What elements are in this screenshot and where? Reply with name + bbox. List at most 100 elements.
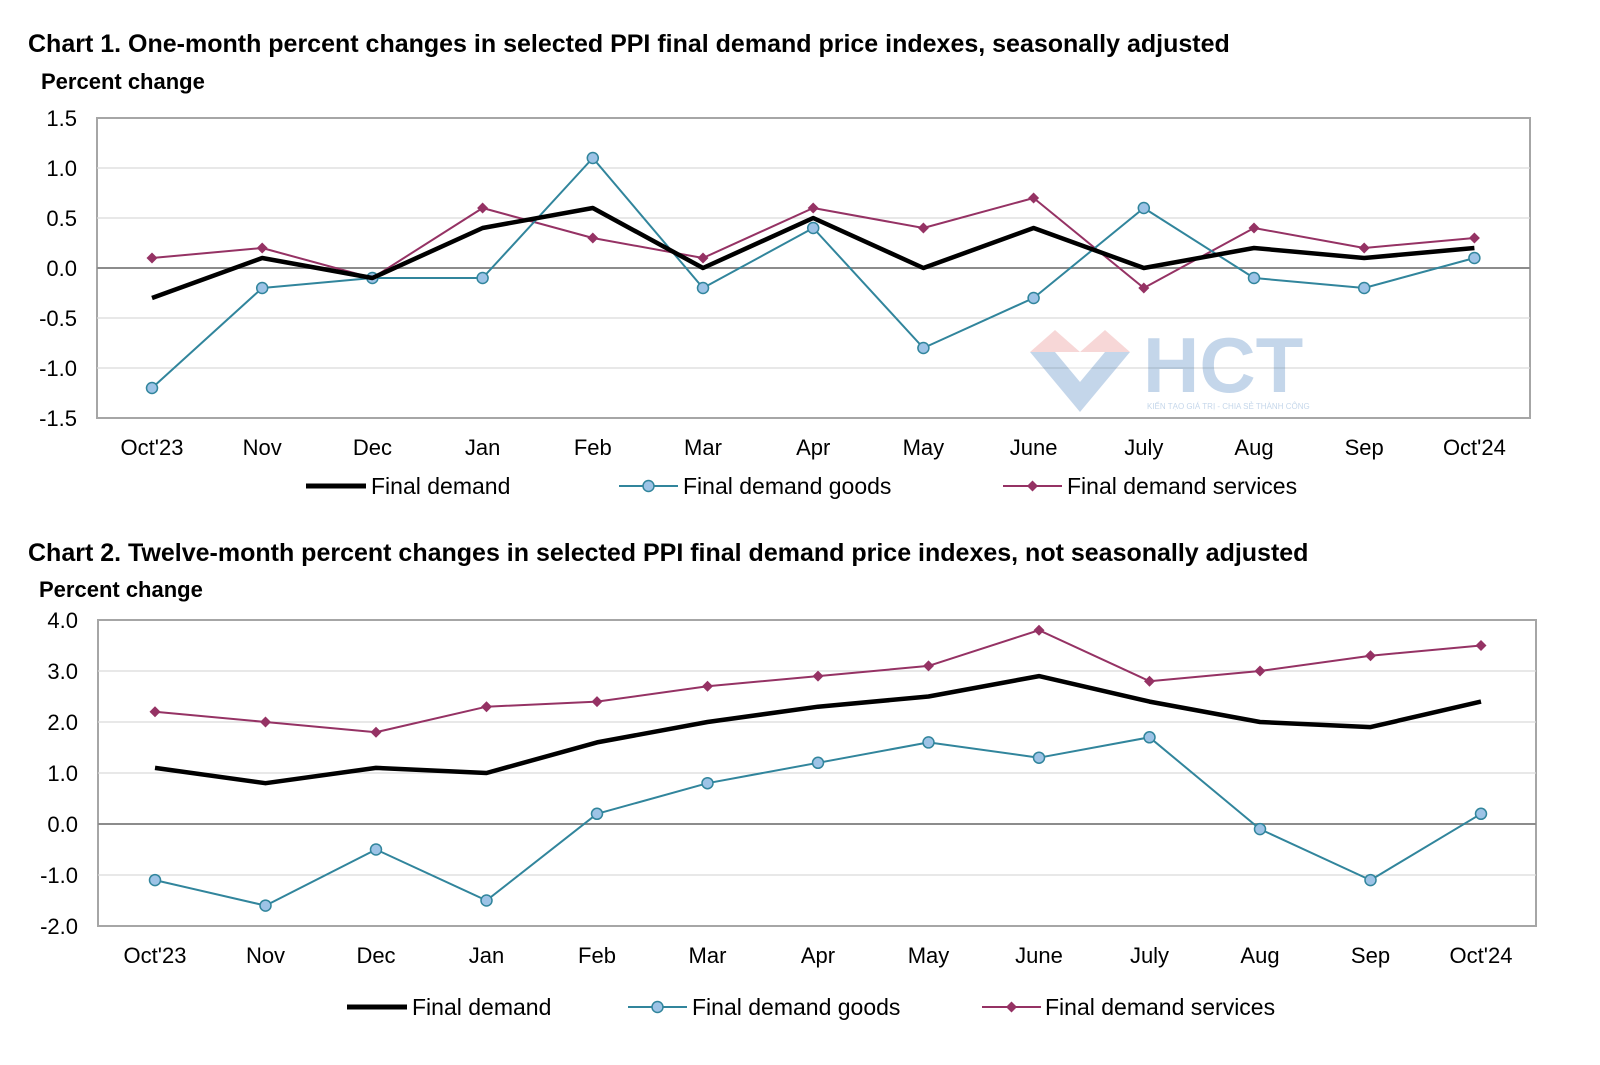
legend-label: Final demand: [371, 473, 510, 499]
data-point: [1357, 281, 1371, 295]
x-tick-label: June: [1015, 943, 1063, 968]
data-point: [1253, 822, 1267, 836]
legend-label: Final demand services: [1045, 994, 1275, 1020]
x-tick-label: Oct'24: [1443, 435, 1506, 460]
x-tick-label: May: [903, 435, 945, 460]
data-point: [1248, 222, 1260, 234]
data-point: [807, 202, 819, 214]
data-point: [369, 843, 383, 856]
legend-label: Final demand: [412, 994, 551, 1020]
chart2-title: Chart 2. Twelve-month percent changes in…: [28, 539, 1309, 567]
data-point: [1247, 271, 1261, 285]
watermark-tagline: KIẾN TẠO GIÁ TRỊ - CHIA SẺ THÀNH CÔNG: [1147, 401, 1310, 411]
data-point: [1138, 282, 1150, 294]
x-tick-label: Feb: [578, 943, 616, 968]
x-tick-label: Aug: [1234, 435, 1273, 460]
x-tick-label: Feb: [574, 435, 612, 460]
legend-marker: [1027, 480, 1038, 492]
chart2-legend: Final demand Final demand goods Final dema…: [347, 994, 1275, 1020]
data-point: [922, 736, 935, 749]
data-point: [149, 706, 161, 718]
legend-marker: [642, 479, 655, 493]
x-tick-label: Sep: [1345, 435, 1384, 460]
x-tick-label: Jan: [469, 943, 504, 968]
data-point: [260, 716, 271, 728]
y-tick-label: -1.5: [39, 406, 77, 431]
data-point: [591, 696, 603, 708]
data-point: [145, 381, 159, 395]
diamond-logo-icon: [1030, 330, 1130, 412]
chart1-plot: 1.5 1.0 0.5 0.0 -0.5 -1.0 -1.5 Oct'23 Nov Dec Jan F…: [39, 106, 1531, 499]
data-point: [1364, 873, 1377, 887]
series-line: [154, 673, 1482, 786]
y-tick-label: 0.0: [46, 256, 77, 281]
x-tick-label: July: [1124, 435, 1163, 460]
data-point: [370, 726, 382, 738]
x-tick-label: Dec: [353, 435, 392, 460]
x-tick-label: Oct'23: [124, 943, 187, 968]
data-point: [480, 894, 493, 907]
chart2-plot: 4.0 3.0 2.0 1.0 0.0 -1.0 -2.0 Oct'23 Nov Dec Jan Fe…: [40, 608, 1537, 1020]
chart1-legend: Final demand Final demand goods Final dema…: [306, 473, 1297, 499]
y-tick-label: 0.0: [47, 812, 78, 837]
data-point: [481, 701, 492, 713]
data-point: [1254, 665, 1266, 677]
data-point: [1144, 675, 1155, 687]
y-tick-label: -1.0: [39, 356, 77, 381]
x-tick-label: Nov: [246, 943, 285, 968]
y-tick-label: 1.0: [46, 156, 77, 181]
chart1-ylabel: Percent change: [41, 69, 205, 94]
legend-label: Final demand goods: [683, 473, 891, 499]
x-tick-label: June: [1010, 435, 1058, 460]
data-point: [917, 222, 929, 234]
y-tick-label: -2.0: [40, 914, 78, 939]
x-tick-label: July: [1130, 943, 1169, 968]
legend-marker: [1006, 1001, 1017, 1013]
x-tick-label: Mar: [689, 943, 727, 968]
data-point: [1474, 807, 1488, 821]
data-point: [697, 252, 709, 264]
legend-marker: [651, 1000, 664, 1014]
data-point: [1468, 251, 1481, 265]
x-tick-label: Oct'23: [121, 435, 184, 460]
data-point: [923, 660, 934, 672]
x-tick-label: Dec: [356, 943, 395, 968]
data-point: [702, 680, 713, 692]
data-point: [148, 873, 162, 887]
hct-watermark: HCT KIẾN TẠO GIÁ TRỊ - CHIA SẺ THÀNH CÔN…: [1030, 322, 1310, 412]
legend-label: Final demand services: [1067, 473, 1297, 499]
data-point: [1358, 242, 1370, 254]
x-tick-label: Mar: [684, 435, 722, 460]
chart1-title: Chart 1. One-month percent changes in se…: [28, 30, 1230, 58]
data-point: [1143, 731, 1156, 744]
data-point: [146, 252, 158, 264]
x-tick-label: Apr: [801, 943, 835, 968]
legend-label: Final demand goods: [692, 994, 900, 1020]
chart2-ylabel: Percent change: [39, 577, 203, 602]
data-point: [812, 670, 824, 682]
watermark-brand: HCT: [1143, 322, 1303, 409]
data-point: [590, 807, 604, 821]
y-tick-label: 1.0: [47, 761, 78, 786]
x-tick-label: Sep: [1351, 943, 1390, 968]
data-point: [701, 776, 714, 790]
series-line: [151, 205, 1475, 301]
data-point: [1033, 624, 1045, 636]
data-point: [256, 242, 268, 254]
data-point: [255, 281, 269, 295]
data-point: [1475, 640, 1487, 651]
data-point: [917, 341, 930, 355]
x-tick-label: Apr: [796, 435, 830, 460]
data-point: [696, 281, 710, 295]
data-point: [1032, 751, 1046, 764]
y-tick-label: -0.5: [39, 306, 77, 331]
data-point: [1028, 192, 1040, 204]
data-point: [477, 202, 489, 214]
data-point: [586, 151, 600, 165]
data-point: [476, 271, 489, 285]
data-point: [1137, 201, 1151, 215]
y-tick-label: 0.5: [46, 206, 77, 231]
data-point: [1468, 232, 1480, 244]
x-tick-label: Oct'24: [1450, 943, 1513, 968]
